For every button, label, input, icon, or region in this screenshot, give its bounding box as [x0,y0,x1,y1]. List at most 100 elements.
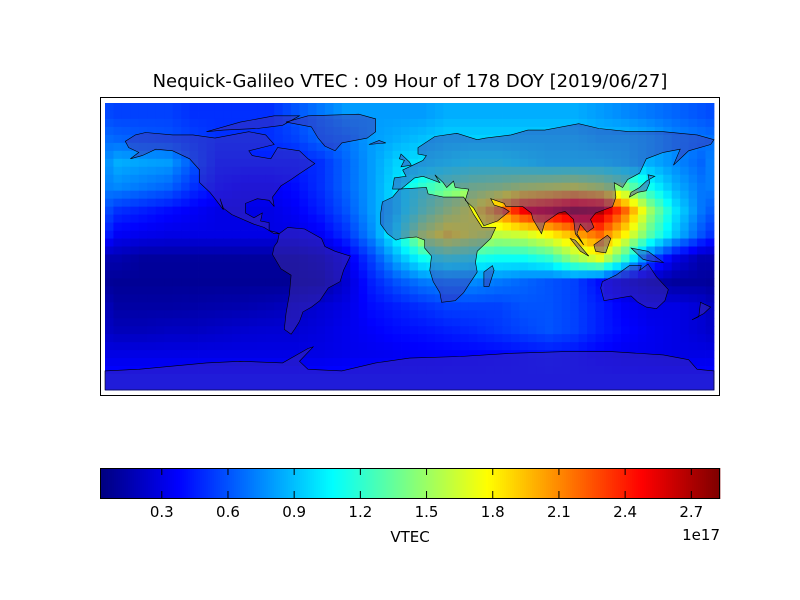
heat-cell [544,318,554,327]
heat-cell [189,142,199,152]
heat-cell [494,103,503,112]
heat-cell [654,182,664,192]
heat-cell [155,158,165,168]
heat-cell [375,262,385,271]
heat-cell [561,318,571,327]
heat-cell [384,350,393,359]
heat-cell [105,254,114,263]
heat-cell [214,166,224,176]
heat-cell [570,350,580,359]
heat-cell [637,126,647,136]
heat-cell [417,190,427,200]
heat-cell [604,134,613,144]
colorbar-swatch [110,468,113,499]
heat-cell [494,230,503,239]
heat-cell [341,366,351,375]
heat-cell [595,358,605,367]
heat-cell [198,278,207,287]
heat-cell [485,198,495,208]
heat-cell [138,262,148,271]
heat-cell [578,262,588,271]
heat-cell [663,214,673,223]
heat-cell [570,174,580,184]
heat-cell [578,254,588,263]
heat-cell [401,270,410,279]
heat-cell [460,342,470,351]
heat-cell [468,238,478,247]
heat-cell [308,166,317,176]
heat-cell [595,318,605,327]
heat-cell [612,358,622,367]
heat-cell [105,182,114,192]
heat-cell [570,294,580,303]
colorbar-swatch [508,468,511,499]
heat-cell [477,302,487,311]
heat-cell [604,118,613,128]
heat-cell [198,358,207,367]
heat-cell [705,110,715,120]
heat-cell [680,374,690,383]
heat-cell [460,246,470,255]
heat-cell [629,270,639,279]
heat-cell [341,126,351,136]
heat-cell [417,342,427,351]
heat-cell [341,254,351,263]
heat-cell [282,134,292,144]
heat-cell [604,382,613,391]
heat-cell [291,166,300,176]
colorbar-swatch [658,468,661,499]
heat-cell [561,214,571,223]
heat-cell [105,270,114,279]
heat-cell [705,150,715,160]
heat-cell [477,166,487,176]
heat-cell [350,286,360,295]
heat-cell [688,103,698,112]
colorbar-swatch [330,468,333,499]
heat-cell [595,110,605,120]
colorbar-swatch [180,468,183,499]
heat-cell [485,262,495,271]
heat-cell [570,286,580,295]
colorbar-swatch [170,468,173,499]
heat-cell [248,230,258,239]
heat-cell [604,198,613,208]
colorbar-swatch [546,468,549,499]
heat-cell [620,318,630,327]
heat-cell [130,358,140,367]
heat-cell [341,214,351,223]
heat-cell [164,318,174,327]
heat-cell [341,110,351,120]
heat-cell [553,366,563,375]
heat-cell [460,182,470,192]
heat-cell [105,350,114,359]
heat-cell [477,110,487,120]
heat-cell [189,110,199,120]
heat-cell [358,158,368,168]
colorbar-swatch [138,468,141,499]
heat-cell [214,342,224,351]
heat-cell [688,326,698,335]
heat-cell [375,230,385,239]
colorbar-swatch [652,468,655,499]
heat-cell [629,222,639,231]
heat-cell [214,198,224,208]
heat-cell [358,358,368,367]
heat-cell [265,382,275,391]
heat-cell [595,190,605,200]
heat-cell [680,190,690,200]
heat-cell [612,214,622,223]
colorbar-swatch [702,468,705,499]
heat-cell [333,310,343,319]
heat-cell [485,366,495,375]
colorbar-swatch [576,468,579,499]
heat-cell [646,342,656,351]
heat-cell [697,374,706,383]
colorbar-swatch [236,468,239,499]
heat-cell [409,103,419,112]
heat-cell [680,262,690,271]
heat-cell [265,198,275,208]
heat-cell [384,214,393,223]
heat-cell [536,134,546,144]
heat-cell [291,198,300,208]
heat-cell [223,174,233,184]
